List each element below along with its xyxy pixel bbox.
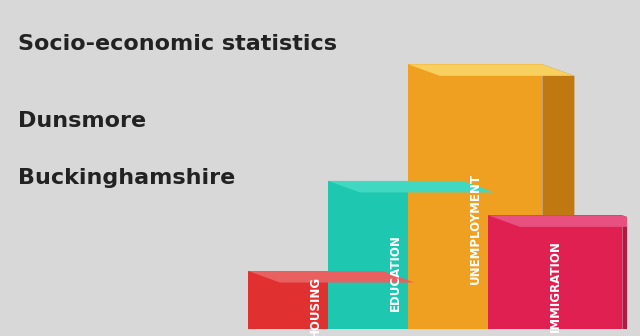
Text: Dunsmore: Dunsmore — [18, 111, 146, 131]
Polygon shape — [328, 181, 462, 329]
Polygon shape — [408, 329, 575, 336]
Polygon shape — [248, 329, 415, 336]
Text: Socio-economic statistics: Socio-economic statistics — [18, 34, 337, 54]
Text: EDUCATION: EDUCATION — [388, 235, 402, 311]
Polygon shape — [383, 271, 415, 336]
Text: UNEMPLOYMENT: UNEMPLOYMENT — [468, 173, 482, 284]
Polygon shape — [248, 271, 383, 329]
Text: HOUSING: HOUSING — [308, 276, 322, 336]
Polygon shape — [408, 64, 575, 76]
Polygon shape — [488, 215, 640, 227]
Polygon shape — [248, 271, 415, 283]
Polygon shape — [488, 329, 640, 336]
Polygon shape — [543, 64, 575, 336]
Polygon shape — [328, 329, 494, 336]
Text: Buckinghamshire: Buckinghamshire — [18, 168, 235, 188]
Text: IMMIGRATION: IMMIGRATION — [548, 240, 562, 332]
Polygon shape — [622, 215, 640, 336]
Polygon shape — [408, 64, 543, 329]
Polygon shape — [488, 215, 622, 329]
Polygon shape — [462, 181, 494, 336]
Polygon shape — [328, 181, 494, 193]
